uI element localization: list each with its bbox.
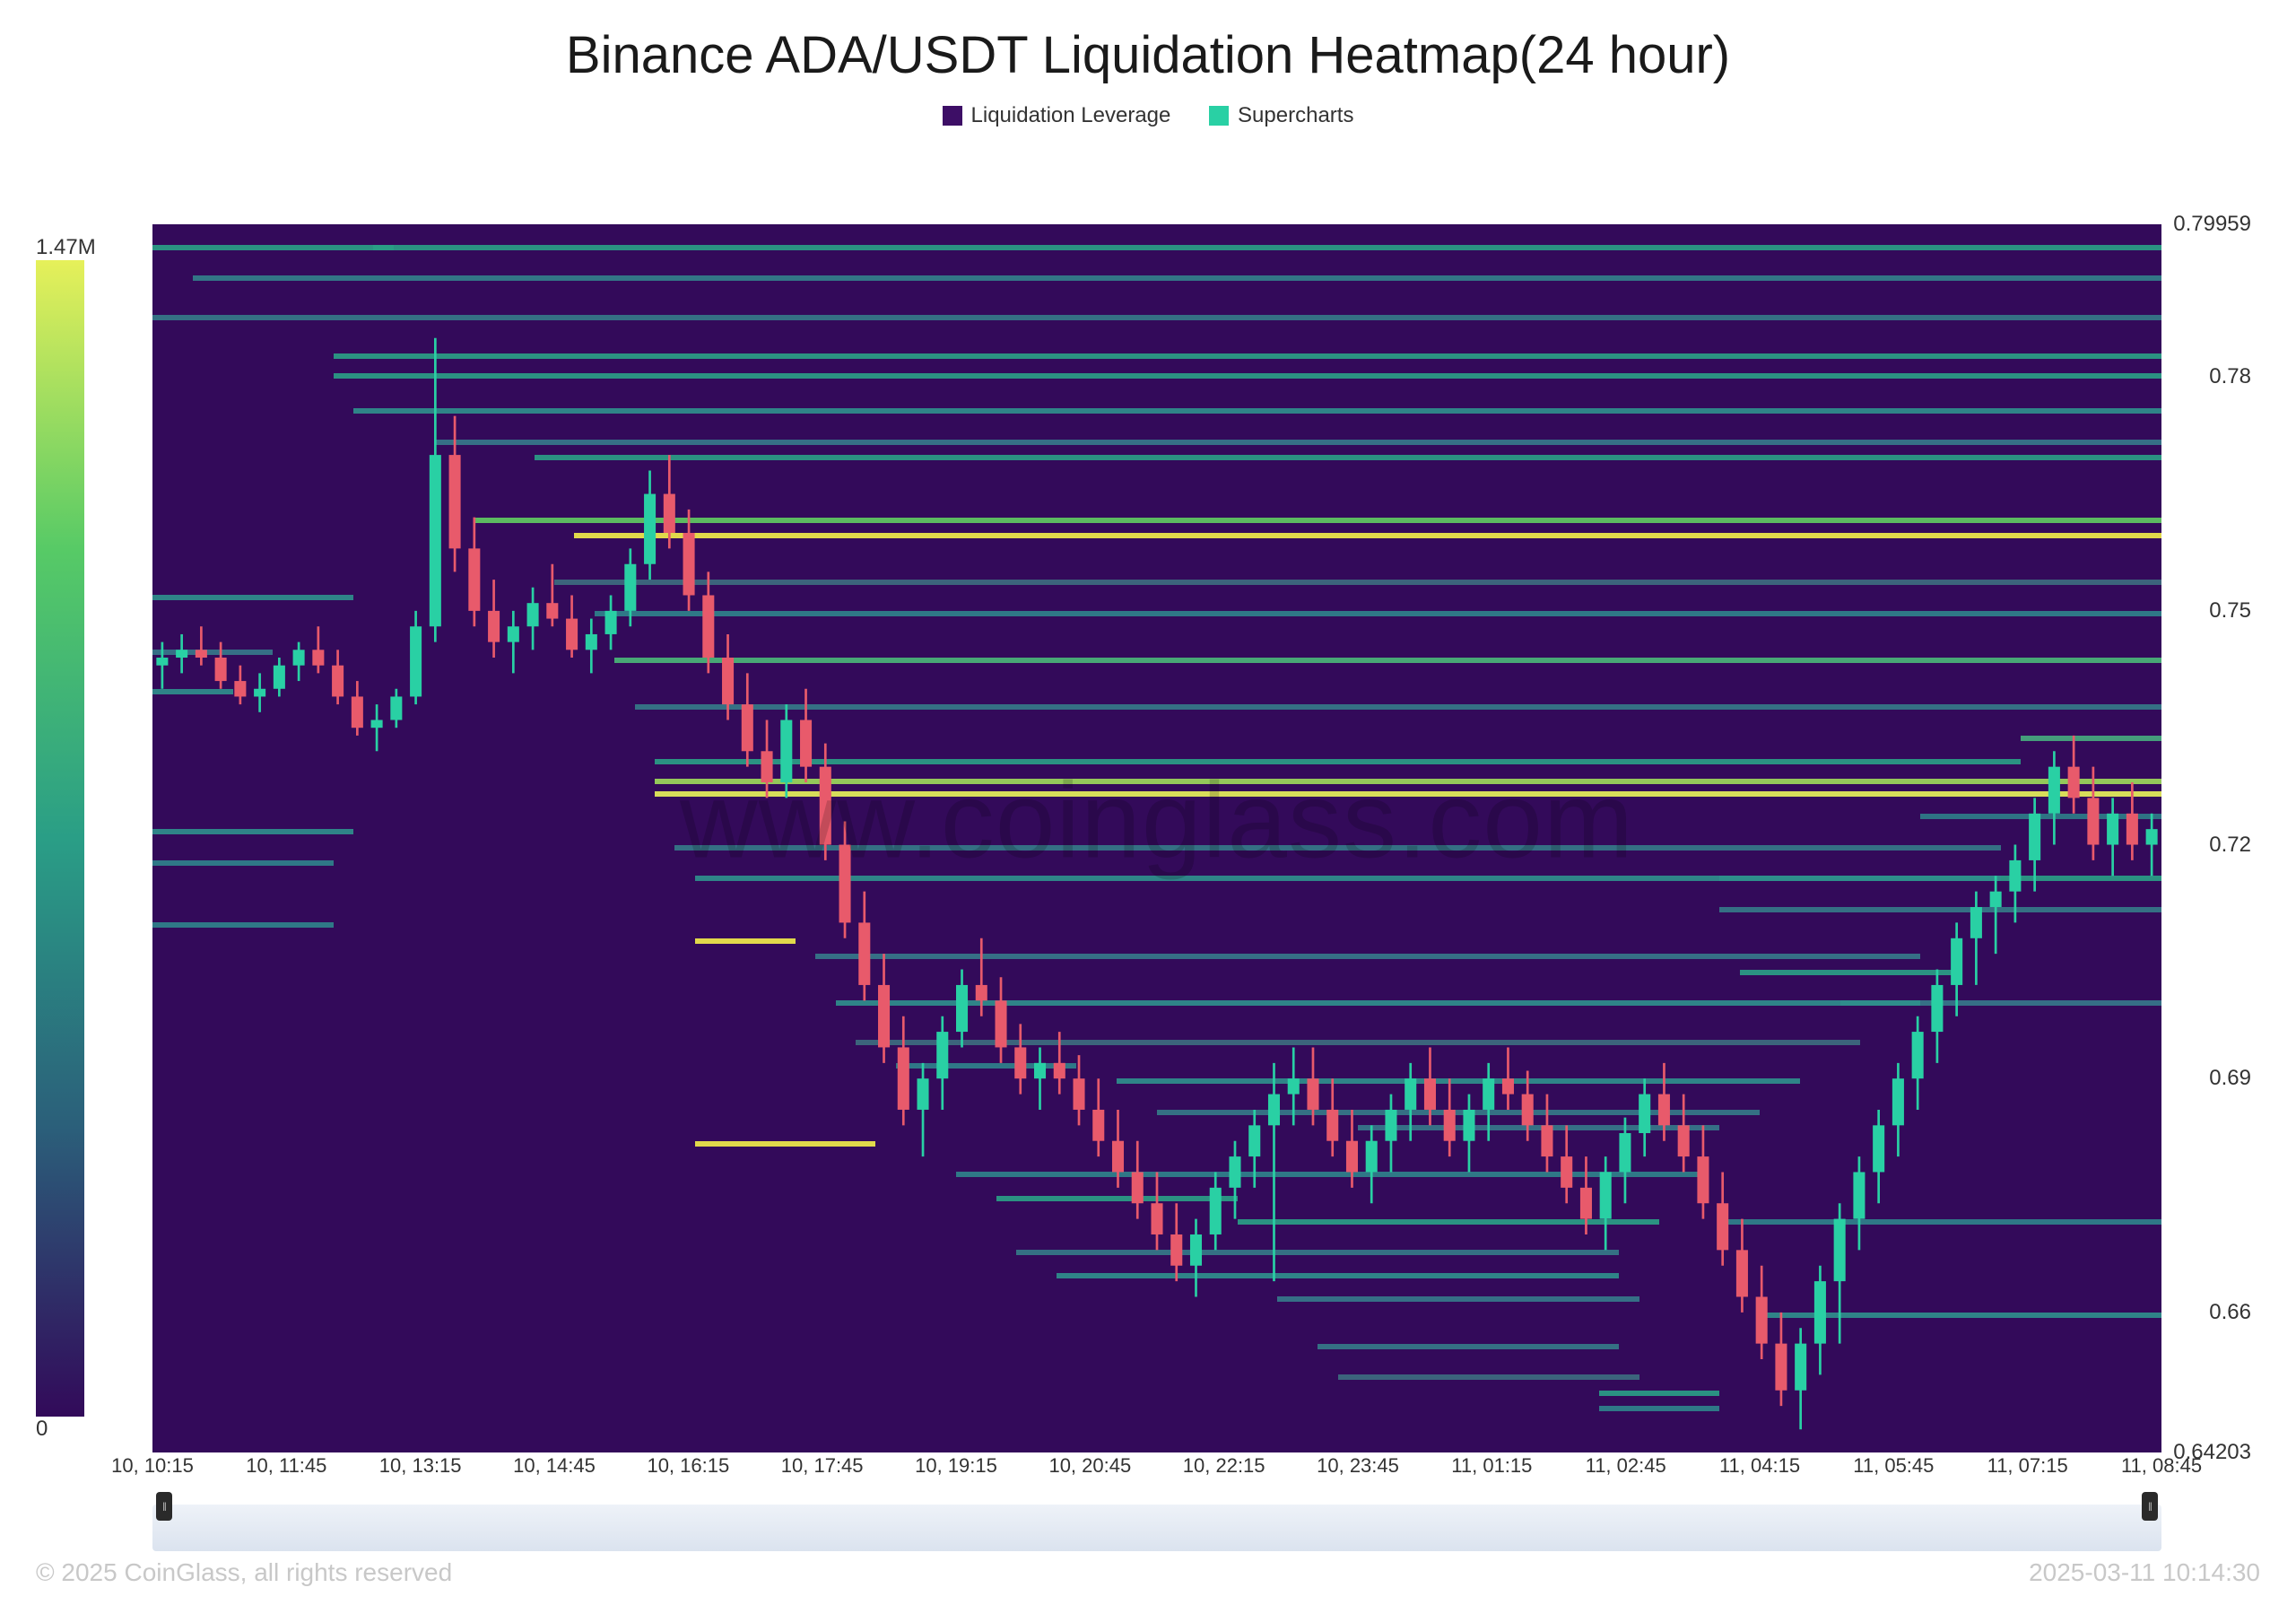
x-tick: 11, 02:45 bbox=[1586, 1454, 1666, 1478]
footer-copyright: © 2025 CoinGlass, all rights reserved bbox=[36, 1558, 452, 1587]
x-tick: 10, 10:15 bbox=[111, 1454, 194, 1478]
plot-area[interactable]: www.coinglass.com bbox=[152, 224, 2161, 1452]
x-tick: 11, 01:15 bbox=[1451, 1454, 1532, 1478]
x-tick: 11, 08:45 bbox=[2121, 1454, 2202, 1478]
x-tick: 11, 04:15 bbox=[1719, 1454, 1800, 1478]
x-tick: 10, 16:15 bbox=[647, 1454, 729, 1478]
legend-leverage: Liquidation Leverage bbox=[943, 103, 1171, 128]
x-tick: 10, 19:15 bbox=[915, 1454, 997, 1478]
x-tick: 10, 14:45 bbox=[513, 1454, 596, 1478]
legend-leverage-swatch bbox=[943, 106, 962, 126]
x-tick: 11, 05:45 bbox=[1853, 1454, 1934, 1478]
x-tick: 10, 22:15 bbox=[1183, 1454, 1265, 1478]
x-tick: 10, 11:45 bbox=[246, 1454, 326, 1478]
colorbar-min: 0 bbox=[36, 1417, 48, 1442]
footer-timestamp: 2025-03-11 10:14:30 bbox=[2029, 1558, 2260, 1587]
x-tick: 10, 17:45 bbox=[781, 1454, 864, 1478]
legend-supercharts-swatch bbox=[1209, 106, 1229, 126]
colorbar-gradient bbox=[36, 260, 84, 1417]
y-tick: 0.66 bbox=[2209, 1300, 2251, 1325]
x-tick: 10, 13:15 bbox=[379, 1454, 462, 1478]
time-scrollbar[interactable] bbox=[152, 1505, 2161, 1551]
chart-title: Binance ADA/USDT Liquidation Heatmap(24 … bbox=[0, 0, 2296, 103]
y-tick: 0.72 bbox=[2209, 833, 2251, 858]
x-tick: 10, 20:45 bbox=[1048, 1454, 1131, 1478]
y-axis: 0.799590.780.750.720.690.660.64203 bbox=[2170, 224, 2251, 1452]
y-tick: 0.79959 bbox=[2173, 212, 2251, 237]
y-tick: 0.75 bbox=[2209, 598, 2251, 624]
colorbar bbox=[36, 260, 84, 1417]
legend-supercharts-label: Supercharts bbox=[1238, 103, 1353, 128]
y-tick: 0.69 bbox=[2209, 1066, 2251, 1091]
scrollbar-handle-right[interactable] bbox=[2142, 1492, 2158, 1521]
legend-leverage-label: Liquidation Leverage bbox=[971, 103, 1171, 128]
x-axis: 10, 10:1510, 11:4510, 13:1510, 14:4510, … bbox=[152, 1454, 2161, 1487]
scrollbar-handle-left[interactable] bbox=[156, 1492, 172, 1521]
y-tick: 0.78 bbox=[2209, 364, 2251, 389]
footer: © 2025 CoinGlass, all rights reserved 20… bbox=[36, 1558, 2260, 1587]
legend: Liquidation Leverage Supercharts bbox=[0, 103, 2296, 132]
colorbar-max: 1.47M bbox=[36, 235, 96, 260]
x-tick: 11, 07:15 bbox=[1987, 1454, 2068, 1478]
legend-supercharts: Supercharts bbox=[1209, 103, 1353, 128]
candlestick-layer bbox=[152, 224, 2161, 1452]
chart-container: 1.47M 0 www.coinglass.com 0.799590.780.7… bbox=[36, 224, 2260, 1452]
x-tick: 10, 23:45 bbox=[1317, 1454, 1399, 1478]
